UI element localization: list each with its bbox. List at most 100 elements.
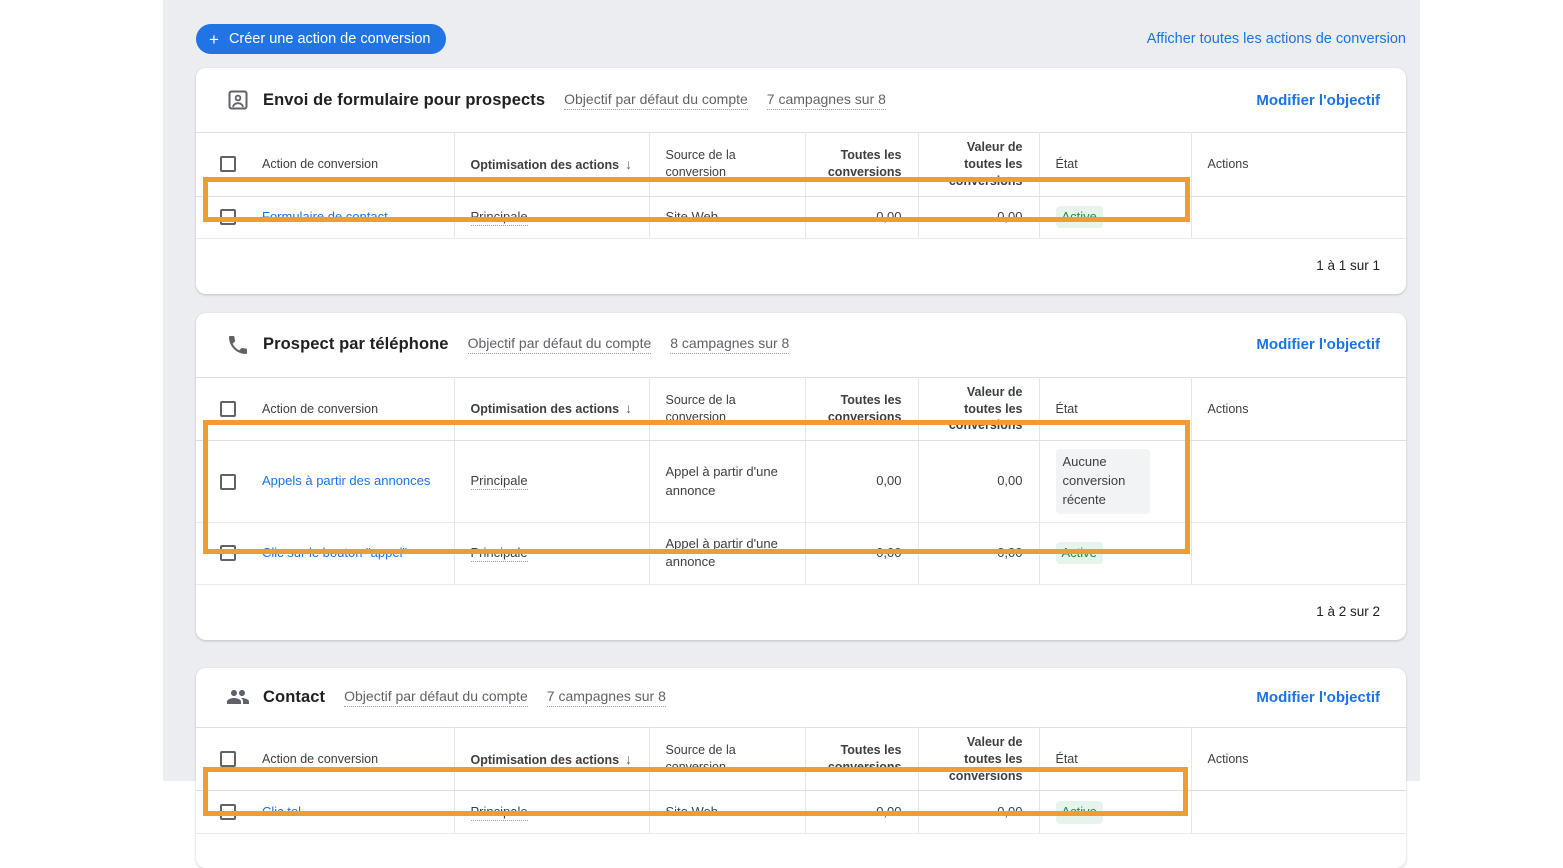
- column-header-state[interactable]: État: [1039, 132, 1192, 197]
- table-row: Clic sur le bouton "appel" Principale Ap…: [196, 522, 1406, 585]
- card-header: Contact Objectif par défaut du compte 7 …: [196, 668, 1406, 727]
- conversion-action-link[interactable]: Clic sur le bouton "appel": [262, 545, 408, 561]
- card-title: Prospect par téléphone: [263, 335, 449, 354]
- row-checkbox[interactable]: [220, 804, 236, 821]
- row-actions-cell: [1191, 790, 1406, 835]
- card-header: Envoi de formulaire pour prospects Objec…: [196, 68, 1406, 132]
- column-label: Action de conversion: [262, 401, 379, 416]
- column-header-state[interactable]: État: [1039, 726, 1192, 792]
- column-header-all-conversions[interactable]: Toutes les conversions: [805, 726, 919, 792]
- table-header-row: Action de conversion Optimisation des ac…: [196, 376, 1406, 442]
- plus-icon: +: [209, 29, 219, 49]
- column-header-action[interactable]: Action de conversion: [196, 376, 455, 442]
- edit-goal-link[interactable]: Modifier l'objectif: [1256, 336, 1380, 354]
- status-badge: Active: [1055, 206, 1103, 229]
- card-phone-leads: Prospect par téléphone Objectif par défa…: [196, 312, 1406, 640]
- conversion-actions-page: + Créer une action de conversion Affiche…: [196, 0, 1406, 868]
- column-header-action[interactable]: Action de conversion: [196, 726, 455, 792]
- toolbar: + Créer une action de conversion Affiche…: [196, 24, 1406, 54]
- optimisation-value[interactable]: Principale: [470, 545, 528, 563]
- default-goal-chip[interactable]: Objectif par défaut du compte: [467, 335, 652, 355]
- column-header-actions: Actions: [1191, 376, 1406, 442]
- optimisation-value[interactable]: Principale: [470, 209, 528, 227]
- select-all-checkbox[interactable]: [220, 156, 236, 173]
- card-form-submissions: Envoi de formulaire pour prospects Objec…: [196, 68, 1406, 294]
- status-badge: Active: [1055, 542, 1103, 565]
- conversion-actions-table: Action de conversion Optimisation des ac…: [196, 376, 1406, 585]
- sort-descending-icon: ↓: [625, 750, 633, 767]
- optimisation-value[interactable]: Principale: [470, 473, 528, 491]
- row-actions-cell: [1191, 196, 1406, 239]
- card-title: Envoi de formulaire pour prospects: [263, 90, 546, 109]
- conversion-action-link[interactable]: Appels à partir des annonces: [262, 473, 431, 489]
- column-label: Optimisation des actions: [470, 402, 620, 417]
- conversions-value-value: 0,00: [918, 196, 1040, 239]
- pagination-label: 1 à 2 sur 2: [1316, 603, 1380, 619]
- column-label: Optimisation des actions: [470, 157, 620, 172]
- card-header: Prospect par téléphone Objectif par défa…: [196, 313, 1406, 377]
- column-header-conversions-value[interactable]: Valeur de toutes les conversions: [918, 726, 1040, 792]
- conversions-value-value: 0,00: [918, 790, 1040, 835]
- edit-goal-link[interactable]: Modifier l'objectif: [1256, 91, 1380, 109]
- create-button-label: Créer une action de conversion: [228, 31, 431, 47]
- column-header-actions: Actions: [1191, 726, 1406, 792]
- column-header-actions: Actions: [1191, 132, 1406, 197]
- column-header-source[interactable]: Source de la conversion: [649, 376, 806, 442]
- select-all-checkbox[interactable]: [220, 751, 236, 768]
- default-goal-chip[interactable]: Objectif par défaut du compte: [564, 91, 748, 110]
- create-conversion-action-button[interactable]: + Créer une action de conversion: [196, 24, 447, 54]
- all-conversions-value: 0,00: [805, 440, 919, 523]
- all-conversions-value: 0,00: [805, 196, 919, 239]
- select-all-checkbox[interactable]: [220, 400, 236, 417]
- card-contact: Contact Objectif par défaut du compte 7 …: [196, 667, 1406, 868]
- optimisation-value[interactable]: Principale: [470, 804, 528, 822]
- column-header-state[interactable]: État: [1039, 376, 1192, 442]
- phone-icon: [226, 333, 250, 357]
- table-header-row: Action de conversion Optimisation des ac…: [196, 726, 1406, 792]
- card-title: Contact: [263, 687, 326, 706]
- column-label: Optimisation des actions: [470, 752, 620, 767]
- row-checkbox[interactable]: [220, 209, 236, 226]
- campaign-count-chip[interactable]: 7 campagnes sur 8: [546, 688, 666, 707]
- sort-descending-icon: ↓: [625, 155, 633, 172]
- page-background: + Créer une action de conversion Affiche…: [163, 0, 1420, 868]
- people-icon: [226, 685, 250, 709]
- status-badge: Aucune conversion récente: [1055, 449, 1150, 514]
- table-row: Appels à partir des annonces Principale …: [196, 440, 1406, 523]
- column-header-all-conversions[interactable]: Toutes les conversions: [805, 376, 919, 442]
- contact-page-icon: [226, 88, 250, 112]
- column-header-optimisation[interactable]: Optimisation des actions ↓: [454, 132, 650, 197]
- column-header-source[interactable]: Source de la conversion: [649, 132, 806, 197]
- column-header-optimisation[interactable]: Optimisation des actions ↓: [454, 726, 650, 792]
- column-header-conversions-value[interactable]: Valeur de toutes les conversions: [918, 376, 1040, 442]
- sort-descending-icon: ↓: [625, 400, 633, 417]
- row-actions-cell: [1191, 440, 1406, 523]
- default-goal-chip[interactable]: Objectif par défaut du compte: [344, 688, 528, 707]
- source-value: Site Web: [649, 196, 806, 239]
- conversion-action-link[interactable]: Formulaire de contact: [262, 209, 388, 225]
- column-label: Action de conversion: [262, 156, 379, 171]
- column-header-source[interactable]: Source de la conversion: [649, 726, 806, 792]
- row-checkbox[interactable]: [220, 473, 236, 490]
- edit-goal-link[interactable]: Modifier l'objectif: [1256, 688, 1380, 706]
- show-all-conversion-actions-link[interactable]: Afficher toutes les actions de conversio…: [1146, 31, 1406, 47]
- conversion-action-link[interactable]: Clic tel: [262, 804, 302, 820]
- column-header-conversions-value[interactable]: Valeur de toutes les conversions: [918, 132, 1040, 197]
- conversions-value-value: 0,00: [918, 522, 1040, 585]
- row-checkbox[interactable]: [220, 545, 236, 562]
- campaign-count-chip[interactable]: 8 campagnes sur 8: [670, 335, 790, 355]
- table-header-row: Action de conversion Optimisation des ac…: [196, 132, 1406, 197]
- pagination-label: 1 à 1 sur 1: [1316, 257, 1380, 273]
- table-row: Clic tel Principale Site Web 0,00 0,00 A…: [196, 790, 1406, 835]
- status-badge: Active: [1055, 801, 1103, 824]
- source-value: Appel à partir d'une annonce: [649, 522, 806, 585]
- column-header-optimisation[interactable]: Optimisation des actions ↓: [454, 376, 650, 442]
- column-header-action[interactable]: Action de conversion: [196, 132, 455, 197]
- campaign-count-chip[interactable]: 7 campagnes sur 8: [766, 91, 886, 110]
- all-conversions-value: 0,00: [805, 790, 919, 835]
- source-value: Appel à partir d'une annonce: [649, 440, 806, 523]
- row-actions-cell: [1191, 522, 1406, 585]
- all-conversions-value: 0,00: [805, 522, 919, 585]
- column-label: Action de conversion: [262, 751, 379, 766]
- column-header-all-conversions[interactable]: Toutes les conversions: [805, 132, 919, 197]
